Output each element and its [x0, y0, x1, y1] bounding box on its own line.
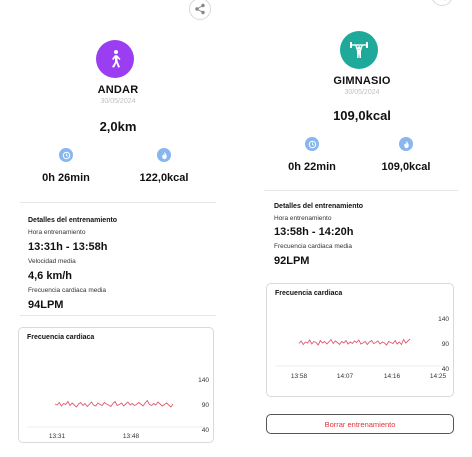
- walking-icon: [112, 50, 121, 68]
- details-title: Detalles del entrenamiento: [28, 217, 118, 224]
- walking-activity-icon: [96, 40, 134, 78]
- share-button[interactable]: [431, 0, 453, 6]
- chart-plot: 140 90 40 13:31 13:48: [27, 377, 210, 440]
- chart-title: Frecuencia cardiaca: [275, 290, 343, 297]
- divider: [20, 315, 216, 316]
- workout-time-value: 13:31h - 13:58h: [28, 241, 108, 253]
- avg-speed-label: Velocidad media: [28, 258, 76, 265]
- x-tick-label: 14:16: [384, 373, 401, 380]
- activity-title: GIMNASIO: [333, 75, 391, 87]
- y-tick-label: 90: [202, 402, 210, 409]
- chart-plot: 140 90 40 13:58 14:07 14:16 14:25: [275, 316, 450, 380]
- weightlifting-icon: [350, 42, 368, 58]
- workout-time-label: Hora entrenamiento: [274, 215, 332, 222]
- heart-rate-chart: Frecuencia cardiaca 140 90 40 13:31 13:48: [18, 327, 214, 443]
- workout-time-label: Hora entrenamiento: [28, 229, 86, 236]
- x-tick-label: 14:25: [430, 373, 447, 380]
- clock-icon: [59, 148, 73, 162]
- avg-speed-value: 4,6 km/h: [28, 270, 73, 282]
- calories-main-value: 109,0kcal: [333, 108, 391, 123]
- gym-activity-icon: [340, 31, 378, 69]
- share-icon: [444, 0, 446, 1]
- avg-heart-rate-label: Frecuencia cardiaca media: [28, 287, 107, 294]
- distance-value: 2,0km: [99, 119, 137, 134]
- x-tick-label: 13:58: [291, 373, 308, 380]
- y-tick-label: 40: [442, 366, 450, 373]
- details-title: Detalles del entrenamiento: [274, 203, 364, 210]
- calories-value: 122,0kcal: [139, 172, 189, 184]
- workout-time-value: 13:58h - 14:20h: [274, 226, 354, 238]
- flame-icon: [399, 137, 413, 151]
- duration-value: 0h 26min: [42, 172, 90, 184]
- divider: [20, 202, 216, 203]
- heart-rate-chart: Frecuencia cardiaca 140 90 40 13:58 14:07 14:…: [266, 283, 454, 397]
- y-tick-label: 90: [442, 341, 450, 348]
- workout-screen-gimnasio: GIMNASIO 30/05/2024 109,0kcal 0h 22min 1…: [262, 0, 462, 457]
- avg-heart-rate-label: Frecuencia cardiaca media: [274, 243, 353, 250]
- avg-heart-rate-value: 92LPM: [274, 255, 310, 267]
- share-button[interactable]: [189, 0, 211, 20]
- calories-value: 109,0kcal: [381, 161, 431, 173]
- x-tick-label: 13:48: [123, 433, 140, 440]
- calories-stat: 109,0kcal: [356, 137, 456, 173]
- chart-title: Frecuencia cardiaca: [27, 334, 95, 341]
- activity-date: 30/05/2024: [344, 89, 380, 96]
- calories-stat: 122,0kcal: [114, 148, 214, 184]
- duration-value: 0h 22min: [288, 161, 336, 173]
- share-icon: [195, 3, 205, 15]
- x-tick-label: 13:31: [49, 433, 66, 440]
- y-tick-label: 140: [198, 377, 209, 384]
- delete-workout-button[interactable]: Borrar entrenamiento: [266, 414, 454, 434]
- heart-rate-line: [54, 399, 174, 408]
- duration-stat: 0h 26min: [16, 148, 116, 184]
- flame-icon: [157, 148, 171, 162]
- clock-icon: [305, 137, 319, 151]
- duration-stat: 0h 22min: [262, 137, 362, 173]
- avg-heart-rate-value: 94LPM: [28, 299, 64, 311]
- heart-rate-line: [298, 338, 411, 346]
- workout-screen-andar: ANDAR 30/05/2024 2,0km 0h 26min 122,0kca…: [14, 0, 222, 457]
- activity-title: ANDAR: [97, 84, 139, 96]
- y-tick-label: 40: [202, 427, 210, 434]
- divider: [264, 190, 458, 191]
- x-tick-label: 14:07: [337, 373, 354, 380]
- activity-date: 30/05/2024: [100, 98, 136, 105]
- y-tick-label: 140: [438, 316, 449, 323]
